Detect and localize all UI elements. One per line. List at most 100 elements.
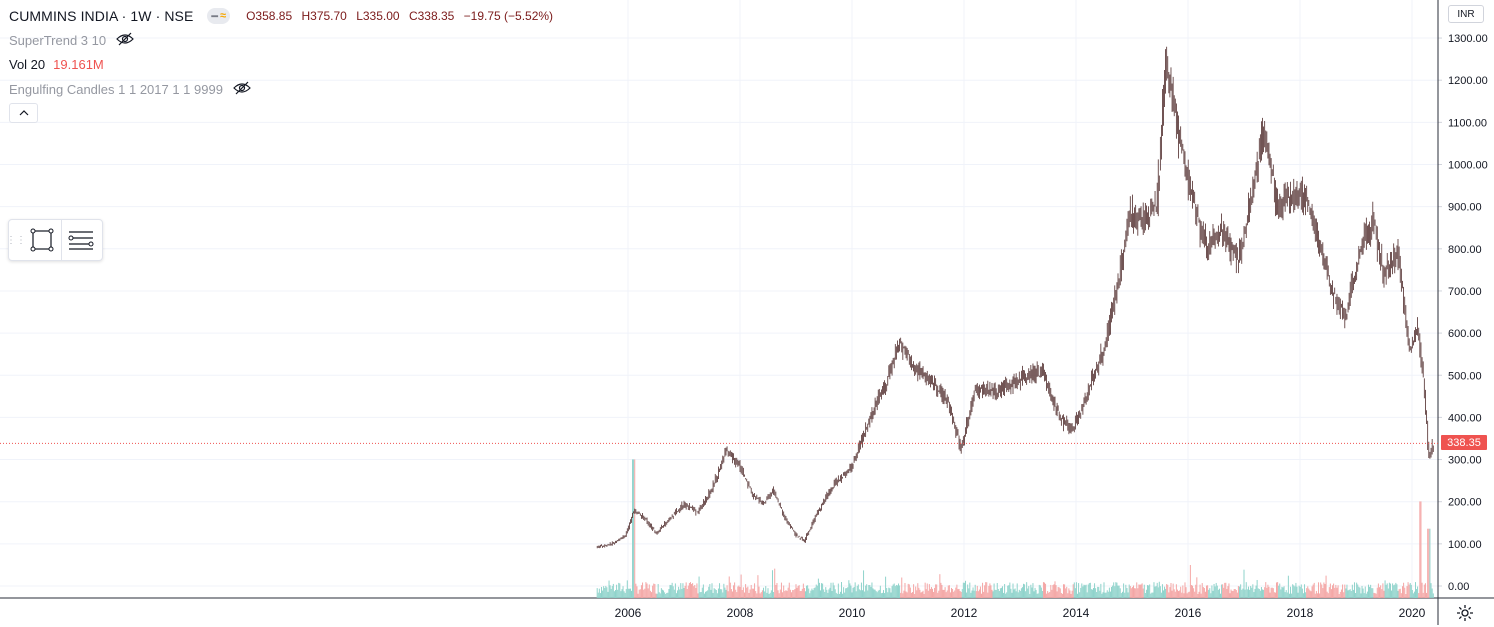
gear-icon[interactable] xyxy=(1456,604,1474,627)
volume-bar xyxy=(757,575,759,598)
volume-bar xyxy=(705,591,707,598)
price-tick-label: 300.00 xyxy=(1448,455,1482,467)
volume-bar xyxy=(1320,582,1322,598)
status-pill[interactable]: ━ ≈ xyxy=(207,8,231,24)
volume-bar xyxy=(1348,589,1350,598)
volume-bar xyxy=(833,585,835,598)
volume-bar xyxy=(997,588,999,598)
volume-bar xyxy=(828,589,830,598)
volume-bar xyxy=(796,587,798,598)
volume-bar xyxy=(1019,590,1021,598)
volume-bar xyxy=(1413,591,1415,598)
eye-off-icon[interactable] xyxy=(116,32,134,49)
volume-bar xyxy=(633,459,635,598)
volume-bar xyxy=(695,587,697,598)
volume-bar xyxy=(981,593,982,598)
volume-bar xyxy=(696,583,698,598)
volume-bar xyxy=(1228,583,1230,598)
volume-bar xyxy=(624,592,626,598)
volume-bar xyxy=(872,588,874,598)
volume-bar xyxy=(1002,586,1003,598)
volume-bar xyxy=(1214,586,1216,598)
drag-handle-icon[interactable]: ⋮⋮ xyxy=(6,234,26,246)
volume-bar xyxy=(1340,589,1342,598)
volume-bar xyxy=(913,584,915,598)
volume-bar xyxy=(927,590,929,598)
eye-off-icon[interactable] xyxy=(233,81,251,98)
volume-bar xyxy=(1245,582,1247,598)
volume-bar xyxy=(1026,582,1028,598)
volume-bar xyxy=(1211,585,1213,598)
price-tick-label: 500.00 xyxy=(1448,370,1482,382)
volume-bar xyxy=(648,584,650,598)
volume-bar xyxy=(598,588,600,598)
collapse-legend-button[interactable] xyxy=(9,103,38,123)
volume-bar xyxy=(1224,582,1226,598)
volume-bar xyxy=(1362,588,1364,598)
volume-bar xyxy=(1386,583,1388,598)
volume-bar xyxy=(729,582,731,598)
volume-bar xyxy=(1310,591,1312,598)
volume-bar xyxy=(1415,582,1416,598)
volume-bar xyxy=(1410,584,1412,598)
volume-bar xyxy=(1202,587,1204,598)
volume-bar xyxy=(894,586,896,598)
indicator-engulfing[interactable]: Engulfing Candles 1 1 2017 1 1 9999 xyxy=(9,81,251,98)
volume-bar xyxy=(1421,582,1423,598)
volume-bar xyxy=(1168,592,1170,598)
volume-bar xyxy=(665,593,667,598)
currency-badge[interactable]: INR xyxy=(1448,5,1484,23)
volume-bar xyxy=(1424,583,1426,598)
volume-bar xyxy=(991,589,993,598)
volume-bar xyxy=(1024,584,1026,598)
volume-bar xyxy=(1363,593,1365,598)
volume-bar xyxy=(1011,592,1013,598)
volume-bar xyxy=(801,588,803,598)
volume-bar xyxy=(863,570,865,598)
volume-bar xyxy=(769,592,771,598)
rectangle-tool-button[interactable] xyxy=(23,220,61,260)
volume-bar xyxy=(786,590,788,598)
volume-bar xyxy=(713,588,715,598)
volume-bar xyxy=(1015,591,1017,598)
volume-bar xyxy=(1172,583,1174,598)
volume-bar xyxy=(850,585,852,598)
symbol-title[interactable]: CUMMINS INDIA · 1W · NSE xyxy=(9,8,194,24)
volume-bar xyxy=(976,585,978,598)
volume-bar xyxy=(853,587,855,598)
volume-bar xyxy=(1322,588,1324,598)
volume-bar xyxy=(1241,589,1243,598)
volume-bar xyxy=(1400,593,1402,598)
volume-bar xyxy=(613,591,615,598)
indicator-volume[interactable]: Vol 20 19.161M xyxy=(9,57,104,72)
volume-bar xyxy=(683,588,685,598)
volume-bar xyxy=(609,585,611,598)
volume-bar xyxy=(1079,592,1081,598)
volume-bar xyxy=(1292,584,1294,598)
volume-bar xyxy=(1321,584,1323,598)
volume-bar xyxy=(1308,588,1310,598)
settings-button[interactable] xyxy=(62,220,100,260)
volume-bar xyxy=(1349,589,1351,598)
volume-bar xyxy=(1358,586,1360,598)
volume-bar xyxy=(915,586,917,598)
volume-bar xyxy=(1175,584,1177,598)
volume-bar xyxy=(880,593,882,598)
indicator-supertrend[interactable]: SuperTrend 3 10 xyxy=(9,32,134,49)
volume-bar xyxy=(1039,585,1041,598)
volume-bar xyxy=(754,583,756,598)
volume-bar xyxy=(890,592,892,598)
volume-bar xyxy=(1108,587,1110,598)
price-tick-label: 0.00 xyxy=(1448,581,1469,593)
volume-bar xyxy=(807,585,809,598)
volume-bar xyxy=(1221,584,1223,598)
volume-bar xyxy=(645,582,647,598)
volume-bar xyxy=(1227,586,1229,598)
volume-series xyxy=(596,459,1434,598)
volume-bar xyxy=(1387,588,1389,598)
volume-bar xyxy=(1116,582,1118,598)
volume-bar xyxy=(873,589,875,598)
volume-bar xyxy=(697,593,699,598)
volume-bar xyxy=(883,590,884,598)
